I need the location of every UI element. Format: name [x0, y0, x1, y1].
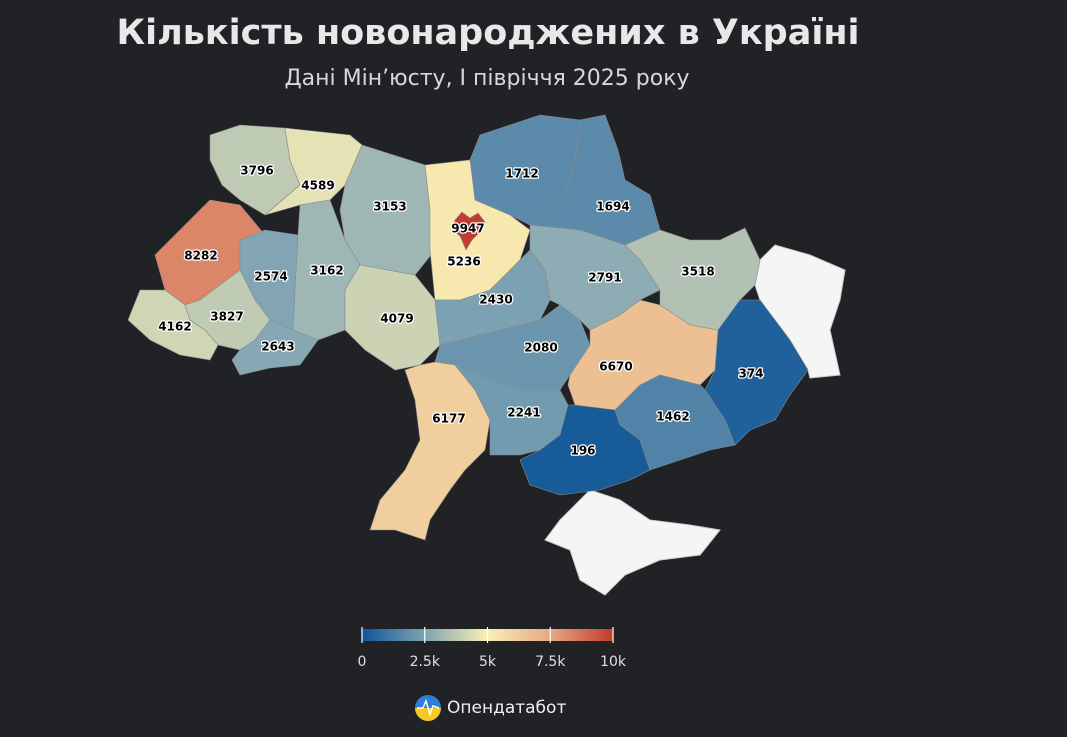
value-label: 2791: [588, 271, 621, 285]
region: [519, 404, 651, 496]
value-label: 3796: [240, 164, 273, 178]
no-data-region: [544, 489, 721, 596]
value-label: 196: [570, 444, 595, 458]
colorbar-tick-label: 5k: [479, 654, 497, 670]
brand-icon-line: [417, 698, 440, 717]
region: [369, 361, 491, 541]
subtitle: Дані Мін’юсту, І півріччя 2025 року: [284, 66, 689, 91]
colorbar-tick-label: 7.5k: [535, 654, 566, 670]
value-label: 2643: [261, 340, 294, 354]
brand-name: Опендатабот: [447, 698, 566, 718]
brand: Опендатабот: [415, 695, 566, 721]
value-label: 2241: [507, 406, 540, 420]
value-label: 6177: [432, 412, 465, 426]
value-label: 2080: [524, 341, 557, 355]
value-label: 374: [738, 367, 763, 381]
value-label: 9947: [451, 222, 484, 236]
value-label: 3518: [681, 265, 714, 279]
title: Кількість новонароджених в Україні: [116, 13, 859, 53]
value-label: 1462: [656, 410, 689, 424]
value-label: 4162: [158, 320, 191, 334]
value-label: 3153: [373, 200, 406, 214]
value-labels: 3796 4589 3153 1712 1694 8282 2574 3162 5236 2791…: [157, 162, 765, 459]
regions: [127, 114, 846, 596]
colorbar-tick-label: 0: [358, 654, 367, 670]
value-label: 3827: [210, 310, 243, 324]
region: [624, 227, 761, 331]
value-label: 5236: [447, 255, 480, 269]
colorbar-tick-label: 10k: [600, 654, 627, 670]
value-label: 4079: [380, 312, 413, 326]
region: [451, 211, 486, 251]
colorbar-tick-label: 2.5k: [410, 654, 441, 670]
value-label: 8282: [184, 249, 217, 263]
colorbar: 0 2.5k 5k 7.5k 10k: [358, 627, 627, 670]
value-label: 2574: [254, 270, 287, 284]
region: [231, 319, 319, 376]
value-label: 3162: [310, 264, 343, 278]
value-label: 1712: [505, 167, 538, 181]
value-label: 4589: [301, 179, 334, 193]
region: [344, 264, 441, 371]
brand-icon-half: [415, 708, 441, 721]
value-label: 6670: [599, 360, 632, 374]
value-label: 2430: [479, 293, 512, 307]
value-label: 1694: [596, 200, 629, 214]
